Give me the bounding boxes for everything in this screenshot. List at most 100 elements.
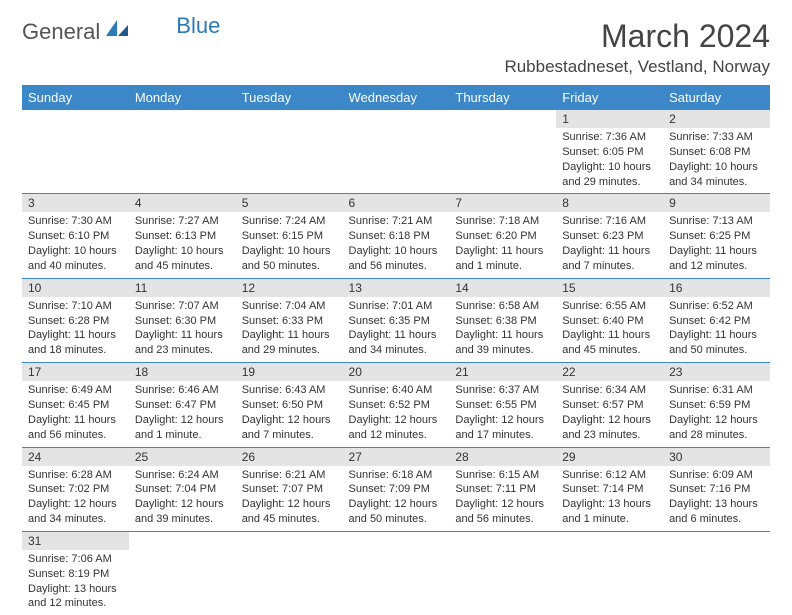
day-number: 8 — [556, 194, 663, 212]
calendar-day-cell: 15Sunrise: 6:55 AMSunset: 6:40 PMDayligh… — [556, 278, 663, 362]
sunrise-text: Sunrise: 6:18 AM — [349, 468, 444, 483]
daylight-text: Daylight: 12 hours — [349, 497, 444, 512]
weekday-header: Thursday — [449, 85, 556, 110]
day-details: Sunrise: 6:28 AMSunset: 7:02 PMDaylight:… — [22, 466, 129, 531]
day-number: 18 — [129, 363, 236, 381]
calendar-day-cell: 19Sunrise: 6:43 AMSunset: 6:50 PMDayligh… — [236, 363, 343, 447]
calendar-table: Sunday Monday Tuesday Wednesday Thursday… — [22, 85, 770, 615]
day-number: 7 — [449, 194, 556, 212]
day-number: 12 — [236, 279, 343, 297]
sunset-text: Sunset: 7:09 PM — [349, 482, 444, 497]
day-number — [236, 532, 343, 550]
sunset-text: Sunset: 6:25 PM — [669, 229, 764, 244]
day-number — [129, 110, 236, 128]
calendar-day-cell — [663, 531, 770, 615]
calendar-day-cell: 23Sunrise: 6:31 AMSunset: 6:59 PMDayligh… — [663, 363, 770, 447]
weekday-header: Monday — [129, 85, 236, 110]
calendar-day-cell: 7Sunrise: 7:18 AMSunset: 6:20 PMDaylight… — [449, 194, 556, 278]
sunrise-text: Sunrise: 6:40 AM — [349, 383, 444, 398]
header: General Blue March 2024 Rubbestadneset, … — [22, 18, 770, 77]
daylight-text-cont: and 7 minutes. — [562, 259, 657, 274]
location-text: Rubbestadneset, Vestland, Norway — [504, 57, 770, 77]
sunrise-text: Sunrise: 7:01 AM — [349, 299, 444, 314]
calendar-day-cell: 24Sunrise: 6:28 AMSunset: 7:02 PMDayligh… — [22, 447, 129, 531]
day-number: 6 — [343, 194, 450, 212]
day-number: 14 — [449, 279, 556, 297]
daylight-text: Daylight: 11 hours — [28, 413, 123, 428]
day-details: Sunrise: 6:31 AMSunset: 6:59 PMDaylight:… — [663, 381, 770, 446]
daylight-text-cont: and 12 minutes. — [669, 259, 764, 274]
day-details: Sunrise: 6:58 AMSunset: 6:38 PMDaylight:… — [449, 297, 556, 362]
sunrise-text: Sunrise: 6:09 AM — [669, 468, 764, 483]
calendar-day-cell: 12Sunrise: 7:04 AMSunset: 6:33 PMDayligh… — [236, 278, 343, 362]
sunrise-text: Sunrise: 7:24 AM — [242, 214, 337, 229]
sunrise-text: Sunrise: 7:04 AM — [242, 299, 337, 314]
day-details: Sunrise: 6:46 AMSunset: 6:47 PMDaylight:… — [129, 381, 236, 446]
sunset-text: Sunset: 7:07 PM — [242, 482, 337, 497]
calendar-day-cell — [129, 110, 236, 194]
day-details: Sunrise: 7:13 AMSunset: 6:25 PMDaylight:… — [663, 212, 770, 277]
calendar-day-cell — [22, 110, 129, 194]
daylight-text-cont: and 29 minutes. — [562, 175, 657, 190]
day-details: Sunrise: 6:49 AMSunset: 6:45 PMDaylight:… — [22, 381, 129, 446]
calendar-day-cell — [129, 531, 236, 615]
sunrise-text: Sunrise: 6:12 AM — [562, 468, 657, 483]
day-number: 26 — [236, 448, 343, 466]
day-details: Sunrise: 7:10 AMSunset: 6:28 PMDaylight:… — [22, 297, 129, 362]
daylight-text-cont: and 56 minutes. — [349, 259, 444, 274]
day-number: 2 — [663, 110, 770, 128]
sunset-text: Sunset: 7:02 PM — [28, 482, 123, 497]
daylight-text: Daylight: 11 hours — [28, 328, 123, 343]
day-number: 22 — [556, 363, 663, 381]
sunset-text: Sunset: 6:55 PM — [455, 398, 550, 413]
daylight-text: Daylight: 12 hours — [242, 413, 337, 428]
day-number: 27 — [343, 448, 450, 466]
daylight-text-cont: and 40 minutes. — [28, 259, 123, 274]
day-details: Sunrise: 6:37 AMSunset: 6:55 PMDaylight:… — [449, 381, 556, 446]
calendar-day-cell: 1Sunrise: 7:36 AMSunset: 6:05 PMDaylight… — [556, 110, 663, 194]
sunset-text: Sunset: 6:05 PM — [562, 145, 657, 160]
day-details: Sunrise: 6:12 AMSunset: 7:14 PMDaylight:… — [556, 466, 663, 531]
sunset-text: Sunset: 6:57 PM — [562, 398, 657, 413]
sunrise-text: Sunrise: 7:33 AM — [669, 130, 764, 145]
daylight-text-cont: and 45 minutes. — [135, 259, 230, 274]
weekday-header: Wednesday — [343, 85, 450, 110]
day-number: 17 — [22, 363, 129, 381]
sunset-text: Sunset: 6:59 PM — [669, 398, 764, 413]
calendar-day-cell: 2Sunrise: 7:33 AMSunset: 6:08 PMDaylight… — [663, 110, 770, 194]
sunrise-text: Sunrise: 6:46 AM — [135, 383, 230, 398]
calendar-day-cell: 8Sunrise: 7:16 AMSunset: 6:23 PMDaylight… — [556, 194, 663, 278]
daylight-text-cont: and 39 minutes. — [455, 343, 550, 358]
daylight-text: Daylight: 12 hours — [135, 497, 230, 512]
calendar-day-cell: 26Sunrise: 6:21 AMSunset: 7:07 PMDayligh… — [236, 447, 343, 531]
calendar-day-cell — [556, 531, 663, 615]
daylight-text: Daylight: 12 hours — [242, 497, 337, 512]
daylight-text-cont: and 45 minutes. — [562, 343, 657, 358]
daylight-text: Daylight: 12 hours — [28, 497, 123, 512]
day-details: Sunrise: 6:09 AMSunset: 7:16 PMDaylight:… — [663, 466, 770, 531]
daylight-text-cont: and 1 minute. — [562, 512, 657, 527]
sunrise-text: Sunrise: 6:37 AM — [455, 383, 550, 398]
day-number: 30 — [663, 448, 770, 466]
day-details: Sunrise: 6:52 AMSunset: 6:42 PMDaylight:… — [663, 297, 770, 362]
daylight-text-cont: and 50 minutes. — [349, 512, 444, 527]
sunrise-text: Sunrise: 7:27 AM — [135, 214, 230, 229]
sunset-text: Sunset: 6:33 PM — [242, 314, 337, 329]
calendar-day-cell: 11Sunrise: 7:07 AMSunset: 6:30 PMDayligh… — [129, 278, 236, 362]
calendar-day-cell: 6Sunrise: 7:21 AMSunset: 6:18 PMDaylight… — [343, 194, 450, 278]
sunset-text: Sunset: 6:42 PM — [669, 314, 764, 329]
daylight-text-cont: and 56 minutes. — [28, 428, 123, 443]
calendar-day-cell: 13Sunrise: 7:01 AMSunset: 6:35 PMDayligh… — [343, 278, 450, 362]
sunset-text: Sunset: 6:38 PM — [455, 314, 550, 329]
daylight-text: Daylight: 12 hours — [669, 413, 764, 428]
day-number: 28 — [449, 448, 556, 466]
weekday-header: Sunday — [22, 85, 129, 110]
day-details: Sunrise: 6:24 AMSunset: 7:04 PMDaylight:… — [129, 466, 236, 531]
sail-icon — [104, 18, 130, 45]
weekday-header: Friday — [556, 85, 663, 110]
sunrise-text: Sunrise: 6:24 AM — [135, 468, 230, 483]
daylight-text-cont: and 39 minutes. — [135, 512, 230, 527]
sunset-text: Sunset: 6:15 PM — [242, 229, 337, 244]
daylight-text: Daylight: 10 hours — [28, 244, 123, 259]
day-number: 10 — [22, 279, 129, 297]
